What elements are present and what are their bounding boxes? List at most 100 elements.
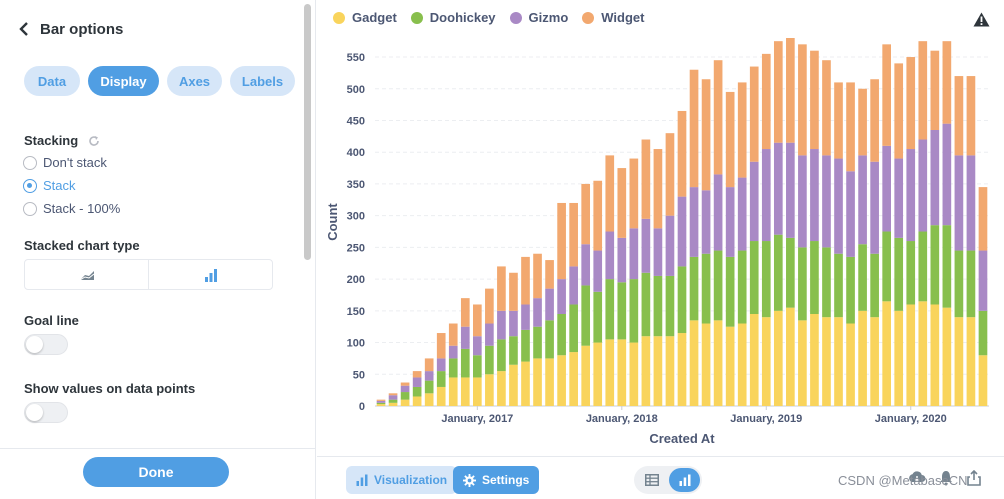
bar-segment: [448, 377, 458, 406]
legend-label: Doohickey: [429, 10, 496, 25]
stacked-area-option[interactable]: [25, 260, 148, 289]
bar-segment: [906, 241, 916, 305]
bar-segment: [533, 326, 542, 359]
sidebar-scrollbar[interactable]: [304, 4, 311, 260]
legend-item-doohickey[interactable]: Doohickey: [410, 10, 496, 25]
bar-segment: [557, 314, 566, 356]
bar-segment: [858, 310, 867, 406]
bar-segment: [846, 256, 855, 324]
bar-segment: [882, 44, 892, 146]
bar-segment: [593, 342, 603, 406]
bar-segment: [533, 298, 542, 327]
settings-label: Settings: [482, 473, 530, 487]
y-tick-label: 550: [347, 52, 365, 64]
bar-segment: [906, 57, 916, 150]
bar-segment: [773, 41, 783, 143]
bar-segment: [412, 396, 422, 406]
goal-line-toggle[interactable]: [24, 334, 68, 355]
chevron-left-icon: [19, 22, 28, 36]
table-view-toggle[interactable]: [636, 468, 667, 492]
bar-segment: [906, 149, 916, 242]
bar-segment: [605, 339, 615, 406]
bar-segment: [388, 395, 398, 400]
show-values-label: Show values on data points: [24, 381, 196, 396]
bar-segment: [846, 82, 855, 172]
bar-segment: [581, 345, 591, 406]
bar-segment: [472, 304, 482, 337]
y-tick-label: 300: [347, 211, 365, 223]
radio-label: Stack: [43, 178, 76, 193]
bar-segment: [725, 91, 735, 188]
reset-icon[interactable]: [88, 135, 100, 147]
stacked-bar-option[interactable]: [148, 260, 272, 289]
bar-segment: [605, 155, 615, 232]
bar-segment: [918, 301, 928, 406]
share-icon[interactable]: [967, 470, 981, 486]
settings-scroll-area: Bar options Data Display Axes Labels Sta…: [0, 0, 302, 436]
bar-segment: [737, 177, 747, 251]
tab-display[interactable]: Display: [88, 66, 159, 96]
table-icon: [644, 474, 659, 486]
warning-icon[interactable]: [973, 12, 990, 27]
bar-segment: [521, 329, 530, 362]
stacked-chart-type-label: Stacked chart type: [24, 238, 140, 253]
bar-segment: [545, 320, 554, 359]
bar-segment: [460, 326, 470, 349]
x-tick-label: January, 2020: [875, 413, 947, 425]
bar-segment: [918, 231, 928, 302]
bar-segment: [593, 180, 603, 251]
tab-data[interactable]: Data: [24, 66, 80, 96]
settings-button[interactable]: Settings: [453, 466, 540, 494]
bar-segment: [436, 371, 446, 387]
bar-segment: [689, 256, 699, 321]
done-button[interactable]: Done: [83, 457, 229, 487]
bar-segment: [689, 187, 699, 257]
chart-view-toggle[interactable]: [669, 468, 700, 492]
bar-segment: [617, 282, 627, 340]
bar-segment: [412, 371, 422, 378]
bar-segment: [424, 380, 434, 394]
back-to-visualizations[interactable]: Bar options: [18, 18, 123, 40]
bar-segment: [400, 392, 410, 400]
sidebar-footer: Done: [0, 448, 316, 499]
bar-segment: [966, 76, 976, 156]
visualization-button[interactable]: Visualization: [346, 466, 458, 494]
bar-segment: [966, 155, 976, 251]
bar-segment: [954, 76, 964, 156]
y-axis-title: Count: [325, 203, 340, 241]
legend-item-widget[interactable]: Widget: [582, 10, 645, 25]
bar-segment: [786, 142, 795, 238]
query-footer: Visualization Settings CSDN @MetabaseCN: [317, 456, 1004, 499]
radio-stack[interactable]: Stack: [23, 178, 76, 193]
bar-segment: [942, 123, 952, 226]
bar-segment: [906, 304, 916, 406]
tab-axes[interactable]: Axes: [167, 66, 222, 96]
bar-segment: [400, 385, 410, 393]
download-icon[interactable]: [908, 470, 926, 486]
bar-segment: [509, 310, 518, 337]
bar-segment: [773, 142, 783, 235]
show-values-toggle[interactable]: [24, 402, 68, 423]
y-tick-label: 200: [347, 274, 365, 286]
bar-segment: [497, 371, 506, 406]
bar-segment: [822, 317, 831, 406]
radio-stack-100[interactable]: Stack - 100%: [23, 201, 120, 216]
bar-icon: [679, 474, 690, 486]
radio-dont-stack[interactable]: Don't stack: [23, 155, 107, 170]
bar-segment: [653, 149, 663, 229]
legend-item-gadget[interactable]: Gadget: [333, 10, 397, 25]
bar-segment: [581, 244, 591, 286]
bar-segment: [822, 247, 831, 318]
bell-icon[interactable]: [939, 470, 953, 486]
bar-segment: [472, 336, 482, 356]
bar-segment: [557, 355, 566, 406]
bar-segment: [677, 110, 687, 197]
bar-segment: [412, 377, 422, 387]
bar-segment: [376, 402, 386, 405]
legend-item-gizmo[interactable]: Gizmo: [509, 10, 568, 25]
tab-labels[interactable]: Labels: [230, 66, 295, 96]
bar-segment: [557, 202, 566, 280]
bar-segment: [533, 253, 542, 299]
radio-circle: [23, 155, 37, 170]
bar-segment: [918, 139, 928, 232]
